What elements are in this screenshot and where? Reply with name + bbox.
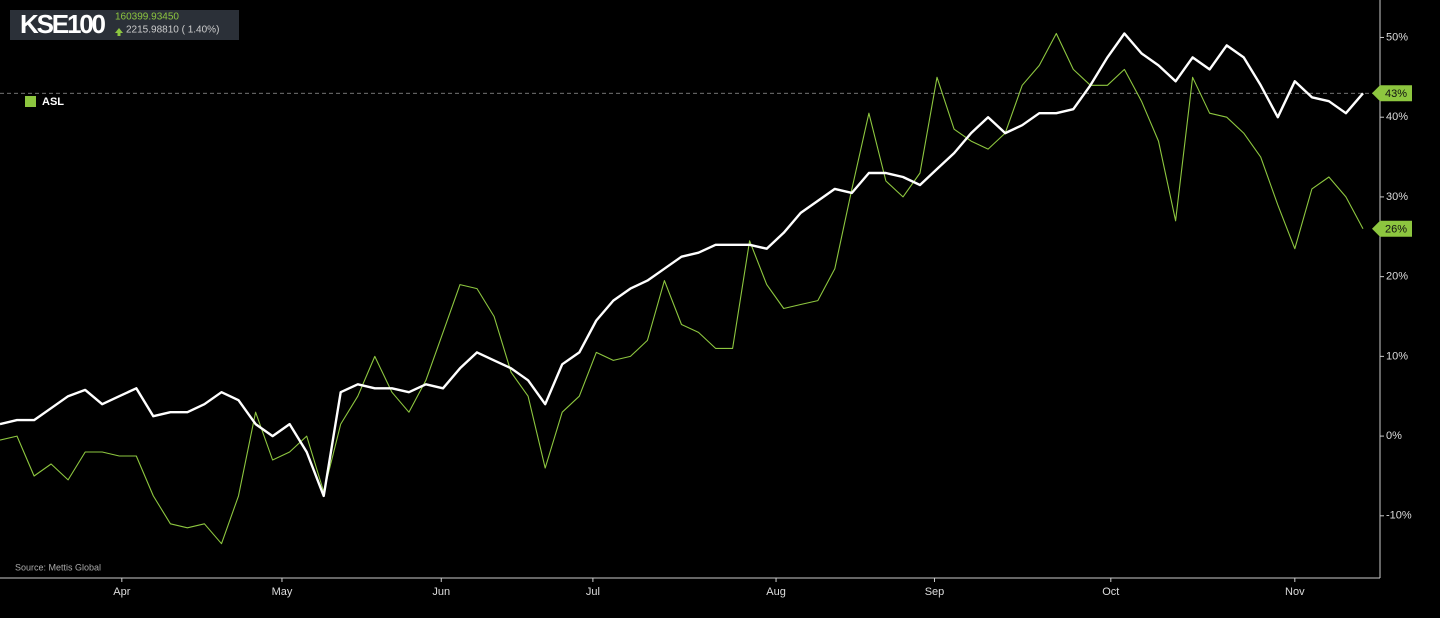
y-tick-label: 20%: [1386, 271, 1408, 283]
y-tick-label: -10%: [1386, 510, 1412, 522]
line-0: [0, 32, 1364, 498]
end-label: 43%: [1385, 88, 1407, 100]
x-tick-label: Jun: [432, 586, 450, 598]
end-label: 26%: [1385, 224, 1407, 236]
x-tick-label: Aug: [766, 586, 786, 598]
y-tick-label: 30%: [1386, 191, 1408, 203]
x-tick-label: Sep: [925, 586, 945, 598]
line-1: [0, 32, 1364, 545]
x-tick-label: May: [272, 586, 293, 598]
change: 2215.98810 ( 1.40%): [126, 25, 219, 36]
y-tick-label: 10%: [1386, 350, 1408, 362]
x-tick-label: Oct: [1102, 586, 1119, 598]
up-arrow: [115, 28, 123, 36]
source: Source: Mettis Global: [15, 562, 101, 572]
x-tick-label: Nov: [1285, 586, 1305, 598]
price: 160399.93450: [115, 12, 179, 23]
header-box: [10, 10, 239, 40]
y-tick-label: 0%: [1386, 430, 1402, 442]
chart-title: KSE100: [20, 9, 106, 39]
y-tick-label: 50%: [1386, 31, 1408, 43]
x-tick-label: Apr: [113, 586, 130, 598]
legend-label: ASL: [42, 96, 64, 108]
end-tag: [1372, 85, 1412, 102]
end-tag: [1372, 220, 1412, 237]
x-tick-label: Jul: [586, 586, 600, 598]
legend-swatch: [25, 96, 36, 107]
y-tick-label: 40%: [1386, 111, 1408, 123]
